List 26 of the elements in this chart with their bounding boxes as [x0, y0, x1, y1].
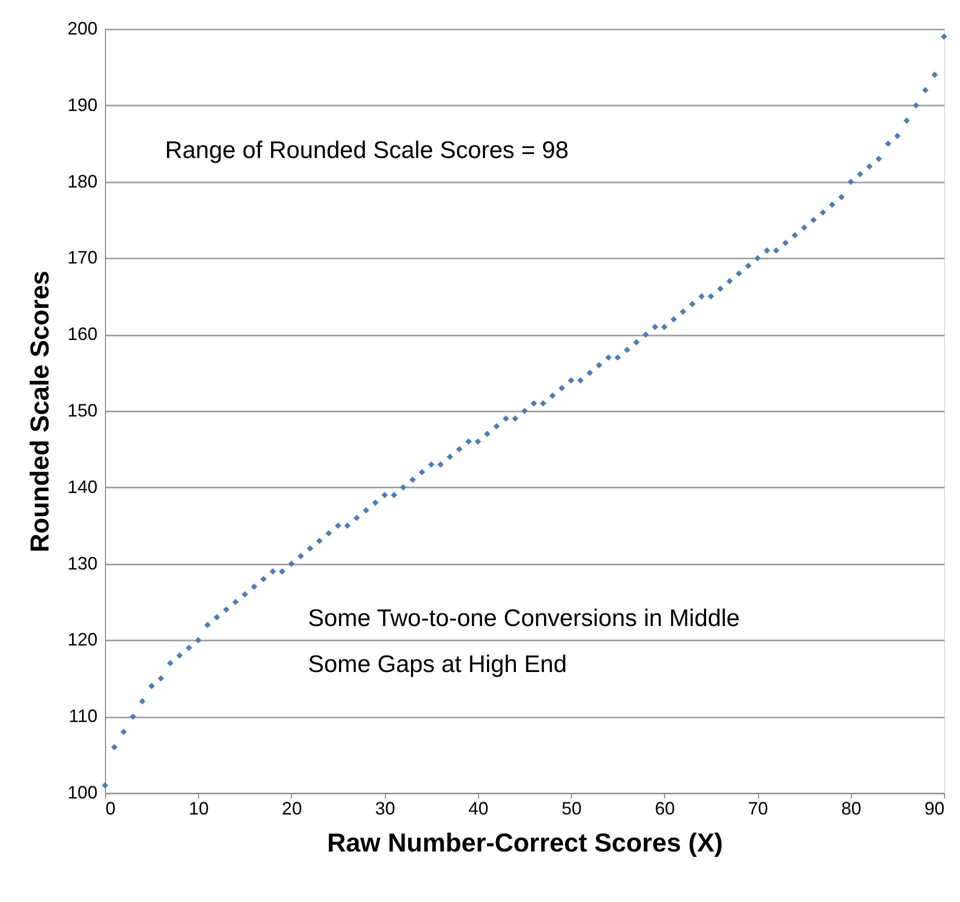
x-tick-label: 10 — [188, 798, 209, 818]
annotation: Some Gaps at High End — [308, 651, 567, 678]
x-tick-label: 40 — [468, 798, 488, 818]
x-tick-label: 60 — [654, 798, 675, 818]
y-tick-label: 190 — [67, 94, 98, 115]
x-tick-label: 70 — [748, 798, 768, 818]
y-tick-label: 180 — [67, 171, 98, 192]
x-tick-label: 80 — [841, 798, 862, 818]
x-tick-label: 30 — [375, 798, 396, 818]
y-tick-label: 100 — [67, 782, 98, 802]
y-tick-label: 150 — [67, 400, 98, 420]
annotation: Some Two-to-one Conversions in Middle — [308, 605, 740, 632]
x-tick-label: 90 — [924, 798, 944, 818]
y-tick-label: 130 — [67, 553, 98, 574]
y-tick-label: 200 — [67, 18, 98, 38]
x-tick-label: 0 — [106, 798, 116, 818]
y-axis-title: Rounded Scale Scores — [24, 270, 54, 552]
x-axis-title: Raw Number-Correct Scores (X) — [327, 828, 723, 858]
x-tick-label: 20 — [282, 798, 302, 818]
y-tick-label: 110 — [68, 706, 98, 726]
x-tick-label: 50 — [562, 798, 582, 818]
y-tick-label: 120 — [67, 630, 98, 650]
y-tick-label: 160 — [67, 324, 98, 344]
y-tick-label: 170 — [67, 248, 98, 268]
annotation: Range of Rounded Scale Scores = 98 — [165, 137, 569, 164]
y-tick-label: 140 — [67, 476, 98, 497]
